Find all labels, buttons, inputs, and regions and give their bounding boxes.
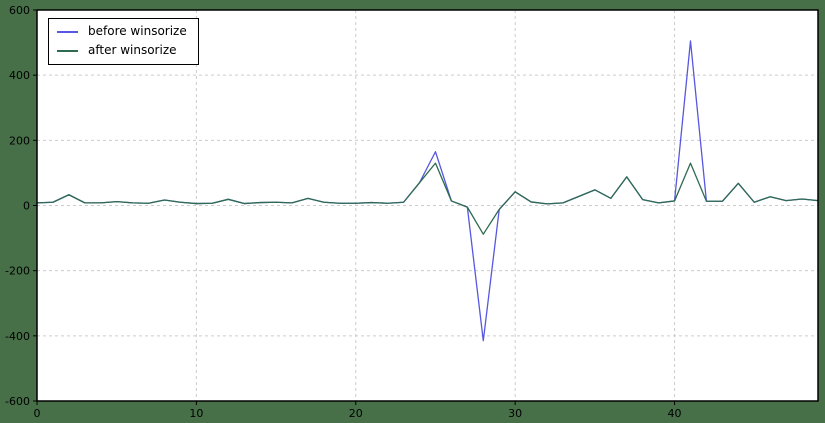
y-tick-label: -600: [5, 395, 30, 408]
legend-line-sample-after: [57, 49, 78, 52]
legend-item-before-winsorize: before winsorize: [57, 24, 187, 39]
x-tick-label: 20: [349, 407, 363, 420]
y-tick-label: 0: [23, 200, 30, 213]
y-tick-label: 400: [9, 69, 30, 82]
y-tick-label: -400: [5, 330, 30, 343]
legend-line-sample-before: [57, 30, 78, 33]
legend-label-after: after winsorize: [88, 43, 177, 57]
y-tick-label: 200: [9, 134, 30, 147]
legend-item-after-winsorize: after winsorize: [57, 43, 187, 58]
x-tick-label: 0: [34, 407, 41, 420]
x-tick-label: 30: [508, 407, 522, 420]
series-line-after-winsorize: [36, 162, 819, 235]
x-tick-label: 10: [189, 407, 203, 420]
legend: before winsorize after winsorize: [48, 18, 199, 65]
legend-label-before: before winsorize: [88, 24, 187, 38]
y-tick-label: -200: [5, 265, 30, 278]
y-tick-label: 600: [9, 4, 30, 17]
x-tick-label: 40: [668, 407, 682, 420]
